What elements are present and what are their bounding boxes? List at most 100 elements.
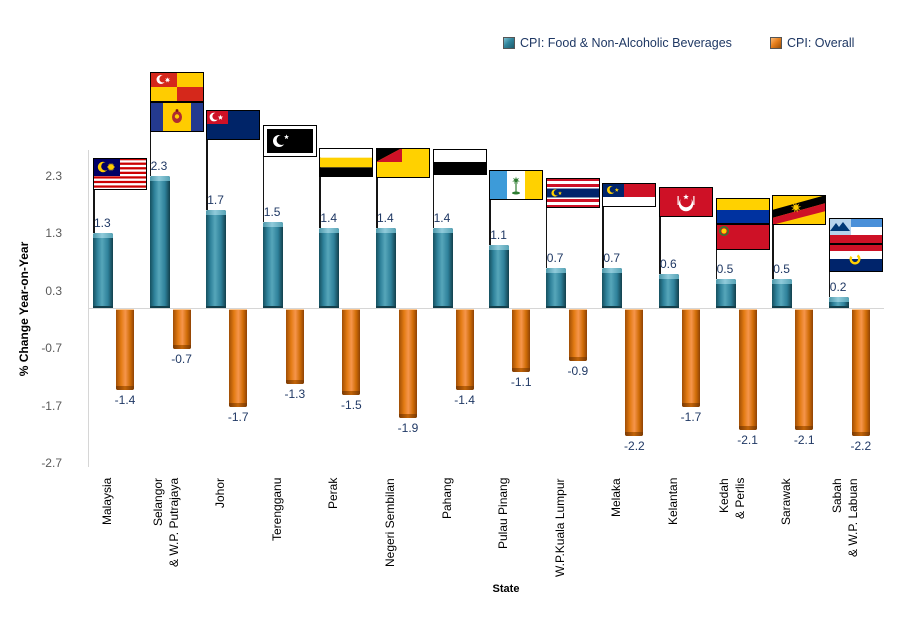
flag-perlis-icon	[715, 198, 770, 224]
flagpole	[545, 178, 548, 268]
overall-cpi-bar	[116, 309, 134, 390]
x-category-label: Melaka	[609, 478, 624, 517]
x-category-label: Pulau Pinang	[496, 478, 511, 550]
bar-bottom-cap	[342, 391, 361, 396]
bar-value-label: -1.9	[397, 421, 419, 436]
legend-item-food-cpi: CPI: Food & Non-Alcoholic Beverages	[503, 36, 732, 50]
x-category-label: Malaysia	[100, 478, 114, 526]
food-cpi-bar	[545, 267, 566, 308]
x-category-label: Johor	[213, 478, 228, 509]
flag-selangor-icon	[149, 72, 204, 102]
legend-swatch-overall-icon	[770, 37, 782, 49]
bar-top-cap	[489, 244, 510, 250]
overall-cpi-bar	[851, 309, 870, 436]
x-category-label: Kedah & Perlis	[716, 478, 747, 520]
x-category-label: Terengganu	[269, 478, 284, 542]
bar-top-cap	[262, 221, 283, 227]
bar-top-cap	[432, 227, 453, 233]
x-category-label: Negeri Sembilan	[383, 478, 397, 567]
bar-bottom-cap	[229, 402, 248, 407]
bar-bottom-cap	[738, 425, 757, 430]
bar-bottom-cap	[172, 345, 191, 350]
overall-cpi-bar	[795, 309, 814, 430]
food-cpi-bar	[93, 233, 113, 308]
overall-cpi-bar	[399, 309, 417, 419]
flag-sarawak-icon	[772, 195, 827, 225]
flag-pulau-pinang-icon	[489, 170, 544, 200]
bar-value-label: -1.4	[454, 392, 475, 407]
bar-value-label: -0.9	[567, 363, 589, 378]
bar-top-cap	[149, 175, 170, 181]
bar-top-cap	[545, 267, 566, 273]
flagpole	[432, 149, 435, 228]
overall-cpi-bar	[682, 309, 700, 407]
bar-top-cap	[659, 273, 679, 279]
flag-putrajaya-icon	[149, 102, 204, 132]
bar-value-label: 1.1	[490, 227, 507, 242]
x-category-label: Selangor & W.P. Putrajaya	[150, 478, 181, 568]
y-tick-label: -0.7	[41, 341, 62, 356]
y-tick-label: 0.3	[45, 283, 62, 298]
flag-malaysia-icon	[93, 158, 147, 191]
bar-value-label: 1.3	[94, 216, 111, 231]
overall-cpi-bar	[172, 309, 191, 350]
bar-bottom-cap	[512, 368, 531, 373]
bar-top-cap	[376, 227, 396, 233]
bar-bottom-cap	[795, 425, 814, 430]
overall-cpi-bar	[738, 309, 757, 430]
flagpole	[262, 125, 265, 222]
flag-kelantan-icon	[659, 187, 713, 217]
bar-value-label: -1.7	[227, 409, 249, 424]
bar-top-cap	[602, 267, 623, 273]
bar-bottom-cap	[116, 385, 134, 390]
zero-gridline	[88, 308, 884, 309]
y-tick-label: 2.3	[45, 168, 62, 183]
legend-item-overall-cpi: CPI: Overall	[770, 36, 854, 50]
bar-value-label: -1.1	[510, 375, 532, 390]
food-cpi-bar	[206, 210, 227, 308]
flag-perak-icon	[319, 148, 374, 177]
flagpole	[319, 148, 321, 228]
flagpole	[659, 187, 661, 274]
bar-value-label: 1.4	[320, 210, 338, 225]
bar-top-cap	[319, 227, 340, 233]
bar-bottom-cap	[568, 356, 587, 361]
flag-terengganu-icon	[262, 125, 317, 157]
flagpole	[206, 110, 208, 211]
flagpole	[602, 183, 604, 268]
food-cpi-bar	[659, 273, 679, 308]
legend-label-food: CPI: Food & Non-Alcoholic Beverages	[520, 36, 732, 50]
x-category-label: Perak	[326, 478, 341, 510]
x-category-label: Sarawak	[779, 478, 794, 525]
bar-value-label: 0.7	[546, 250, 564, 265]
bar-top-cap	[828, 296, 849, 302]
flag-sabah-icon	[828, 218, 883, 244]
bar-value-label: 2.3	[150, 158, 168, 173]
x-category-label: Pahang	[439, 478, 454, 520]
food-cpi-bar	[432, 227, 453, 308]
overall-cpi-bar	[455, 309, 474, 390]
bar-bottom-cap	[285, 379, 304, 384]
bar-bottom-cap	[625, 431, 644, 436]
flag-kuala-lumpur-icon	[545, 178, 600, 208]
bar-value-label: 0.5	[773, 262, 790, 277]
x-axis-title: State	[492, 583, 520, 595]
overall-cpi-bar	[568, 309, 587, 361]
bar-value-label: 0.5	[716, 262, 734, 277]
bar-top-cap	[772, 279, 793, 285]
food-cpi-bar	[319, 227, 340, 308]
food-cpi-bar	[376, 227, 396, 308]
legend-label-overall: CPI: Overall	[787, 36, 855, 50]
overall-cpi-bar	[512, 309, 531, 373]
y-tick-label: 1.3	[45, 226, 62, 241]
overall-cpi-bar	[285, 309, 304, 384]
bar-value-label: -1.5	[341, 398, 362, 413]
y-tick-label: -1.7	[41, 398, 62, 413]
bar-value-label: 0.6	[660, 256, 677, 271]
y-tick-label: -2.7	[41, 456, 62, 471]
flagpole	[376, 148, 378, 228]
bar-value-label: 0.7	[603, 250, 621, 265]
flag-johor-icon	[206, 110, 261, 140]
food-cpi-bar	[772, 279, 793, 308]
